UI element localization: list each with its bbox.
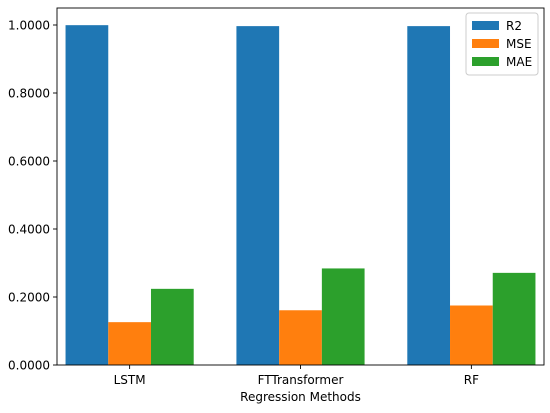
bar-mse-rf: [450, 305, 493, 365]
legend-swatch-mae: [472, 57, 499, 66]
bar-mse-lstm: [108, 322, 151, 365]
x-axis: LSTM FTTransformer RF: [114, 365, 479, 387]
legend-swatch-r2: [472, 21, 499, 30]
legend-swatch-mse: [472, 39, 499, 48]
bar-r2-lstm: [65, 25, 109, 365]
legend-label-mae: MAE: [506, 55, 532, 69]
x-tick-label: LSTM: [114, 373, 146, 387]
bar-mae-fttransformer: [321, 268, 365, 365]
x-tick-label: RF: [464, 373, 479, 387]
y-tick-label: 0.0000: [8, 359, 50, 373]
bar-mae-lstm: [150, 288, 194, 365]
x-tick-label: FTTransformer: [258, 373, 344, 387]
y-tick-label: 0.8000: [8, 87, 50, 101]
y-tick-label: 1.0000: [8, 19, 50, 33]
legend-label-r2: R2: [506, 19, 522, 33]
bar-mse-fttransformer: [279, 310, 322, 365]
y-tick-label: 0.4000: [8, 223, 50, 237]
bars-layer: [65, 25, 536, 365]
y-tick-label: 0.6000: [8, 155, 50, 169]
bar-r2-rf: [407, 26, 451, 365]
y-tick-label: 0.2000: [8, 291, 50, 305]
x-axis-label: Regression Methods: [240, 390, 361, 404]
legend-label-mse: MSE: [506, 37, 532, 51]
y-axis: 0.0000 0.2000 0.4000 0.6000 0.8000 1.0000: [8, 19, 57, 373]
bar-r2-fttransformer: [236, 26, 280, 365]
bar-mae-rf: [492, 272, 536, 365]
legend: R2 MSE MAE: [465, 12, 539, 76]
